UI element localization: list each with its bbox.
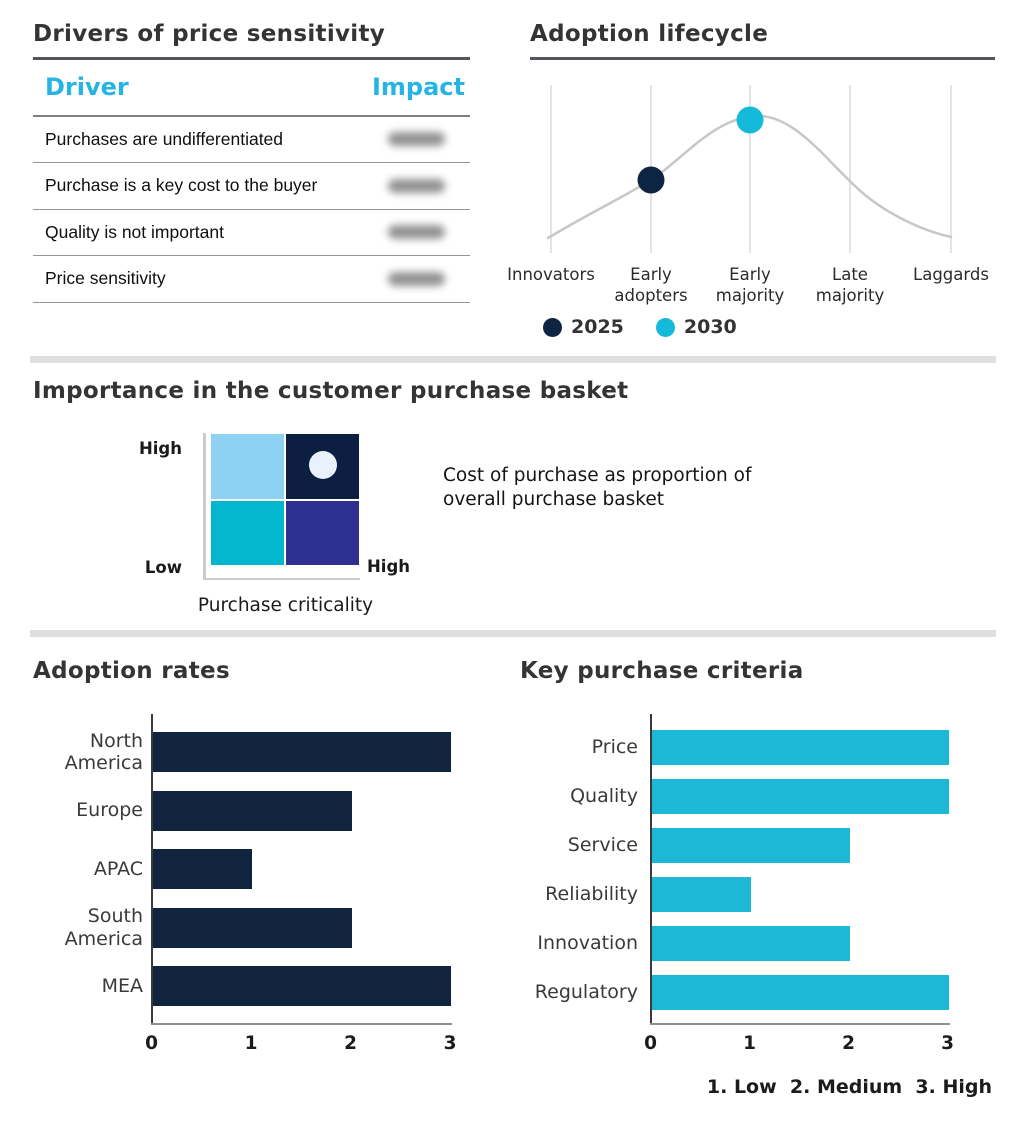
bar-europe [152, 790, 352, 831]
table-header-underline [33, 114, 470, 117]
lifecycle-category-label: Early majority [715, 265, 785, 305]
bar-category-label: APAC [93, 857, 143, 880]
x-axis-tick-label: 1 [743, 1033, 756, 1054]
position-marker [309, 451, 337, 479]
table-row: Purchases are undifferentiated [33, 117, 470, 163]
matrix-x-axis-line [203, 577, 360, 580]
matrix-quadrant-r1c0 [211, 500, 284, 565]
section-title-lifecycle: Adoption lifecycle [530, 21, 769, 47]
bar-category-label: Europe [76, 799, 143, 822]
x-axis-line [150, 1023, 452, 1025]
bar-category-label: North America [64, 729, 143, 775]
lifecycle-category-label: Innovators [507, 265, 595, 284]
legend: 2025 2030 [543, 315, 737, 339]
two-by-two-matrix [211, 434, 359, 565]
annotation-line: overall purchase basket [443, 488, 664, 510]
x-axis-high-label: High [367, 557, 411, 576]
matrix-y-axis-line [203, 433, 206, 580]
bar-quality [651, 778, 949, 814]
matrix-annotation: Cost of purchase as proportion of overal… [443, 464, 751, 511]
bar-innovation [651, 925, 850, 961]
legend-label: 2030 [683, 316, 737, 338]
adoption-lifecycle-section: Adoption lifecycle Innovators Early adopt… [507, 18, 995, 358]
legend-dot [543, 317, 562, 337]
bar-category-label: Quality [570, 785, 638, 808]
legend-label: 2025 [571, 316, 624, 338]
y-axis-low-label: Low [144, 558, 182, 577]
marker-2025 [637, 166, 665, 194]
legend-item: 2025 [543, 315, 624, 339]
impact-value-redacted [388, 132, 445, 147]
impact-value-redacted [388, 178, 445, 193]
matrix-quadrant-r0c1 [286, 434, 359, 499]
legend-dot [655, 317, 675, 337]
x-axis-tick-label: 2 [344, 1033, 357, 1054]
annotation-line: Cost of purchase as proportion of [443, 465, 752, 486]
y-axis-high-label: High [138, 439, 182, 458]
section-divider [30, 630, 996, 637]
bar-south-america [152, 907, 352, 948]
bar-reliability [651, 876, 751, 912]
marker-2030 [736, 106, 764, 134]
drivers-of-price-sensitivity-section: Drivers of price sensitivity Driver Impa… [33, 18, 470, 303]
section-title-key-purchase-criteria: Key purchase criteria [520, 658, 804, 684]
section-title-adoption-rates: Adoption rates [33, 658, 230, 684]
driver-cell: Purchases are undifferentiated [45, 128, 284, 149]
legend-item: 2030 [655, 315, 737, 339]
x-axis-tick-label: 2 [842, 1033, 855, 1054]
lifecycle-chart [546, 85, 953, 253]
y-axis-line [150, 714, 153, 1024]
section-title-drivers: Drivers of price sensitivity [33, 21, 386, 47]
table-row: Purchase is a key cost to the buyer [33, 163, 470, 210]
bar-category-label: South America [64, 905, 143, 950]
x-axis-title: Purchase criticality [197, 595, 374, 616]
x-axis-tick-label: 0 [644, 1033, 657, 1054]
driver-cell: Quality is not important [45, 221, 224, 242]
bar-regulatory [651, 974, 949, 1010]
impact-value-redacted [388, 225, 445, 240]
driver-cell: Price sensitivity [45, 268, 166, 289]
lifecycle-category-labels: Innovators Early adopters Early majority La… [507, 264, 995, 310]
bar-price [651, 730, 949, 765]
scale-legend: 1. Low 2. Medium 3. High [706, 1076, 992, 1098]
bar-category-label: Price [591, 736, 638, 759]
table-row: Quality is not important [33, 210, 470, 256]
bar-service [651, 827, 850, 863]
impact-value-redacted [388, 271, 445, 286]
lifecycle-category-label: Early adopters [614, 265, 688, 305]
x-axis-tick-label: 3 [443, 1033, 457, 1054]
matrix-quadrant-r0c0 [211, 434, 284, 499]
bar-category-label: Regulatory [534, 980, 638, 1003]
table-row: Price sensitivity [33, 256, 470, 303]
title-underline [33, 57, 470, 60]
bar-mea [152, 966, 451, 1006]
lifecycle-category-label: Laggards [913, 265, 989, 284]
bar-north-america [152, 732, 451, 772]
column-header-impact: Impact [371, 73, 465, 101]
title-underline [530, 57, 995, 60]
column-header-driver: Driver [45, 73, 129, 101]
bar-apac [152, 849, 252, 889]
x-axis-tick-label: 3 [941, 1033, 954, 1054]
table-header-row: Driver Impact [33, 60, 470, 115]
x-axis-line [649, 1023, 950, 1025]
bar-category-label: Service [567, 834, 638, 857]
driver-cell: Purchase is a key cost to the buyer [45, 175, 318, 196]
year-markers [637, 106, 764, 194]
bar-category-label: MEA [101, 974, 143, 997]
bar-category-label: Innovation [537, 931, 638, 954]
lifecycle-category-label: Late majority [815, 265, 885, 305]
bar-category-label: Reliability [545, 882, 638, 905]
x-axis-tick-label: 1 [244, 1033, 258, 1054]
section-divider [30, 356, 996, 363]
x-axis-tick-label: 0 [145, 1033, 158, 1054]
y-axis-line [649, 714, 652, 1024]
table-body: Purchases are undifferentiated Purchase i… [33, 117, 470, 303]
section-title-purchase-basket: Importance in the customer purchase bask… [33, 378, 629, 404]
matrix-quadrant-r1c1 [286, 500, 359, 565]
